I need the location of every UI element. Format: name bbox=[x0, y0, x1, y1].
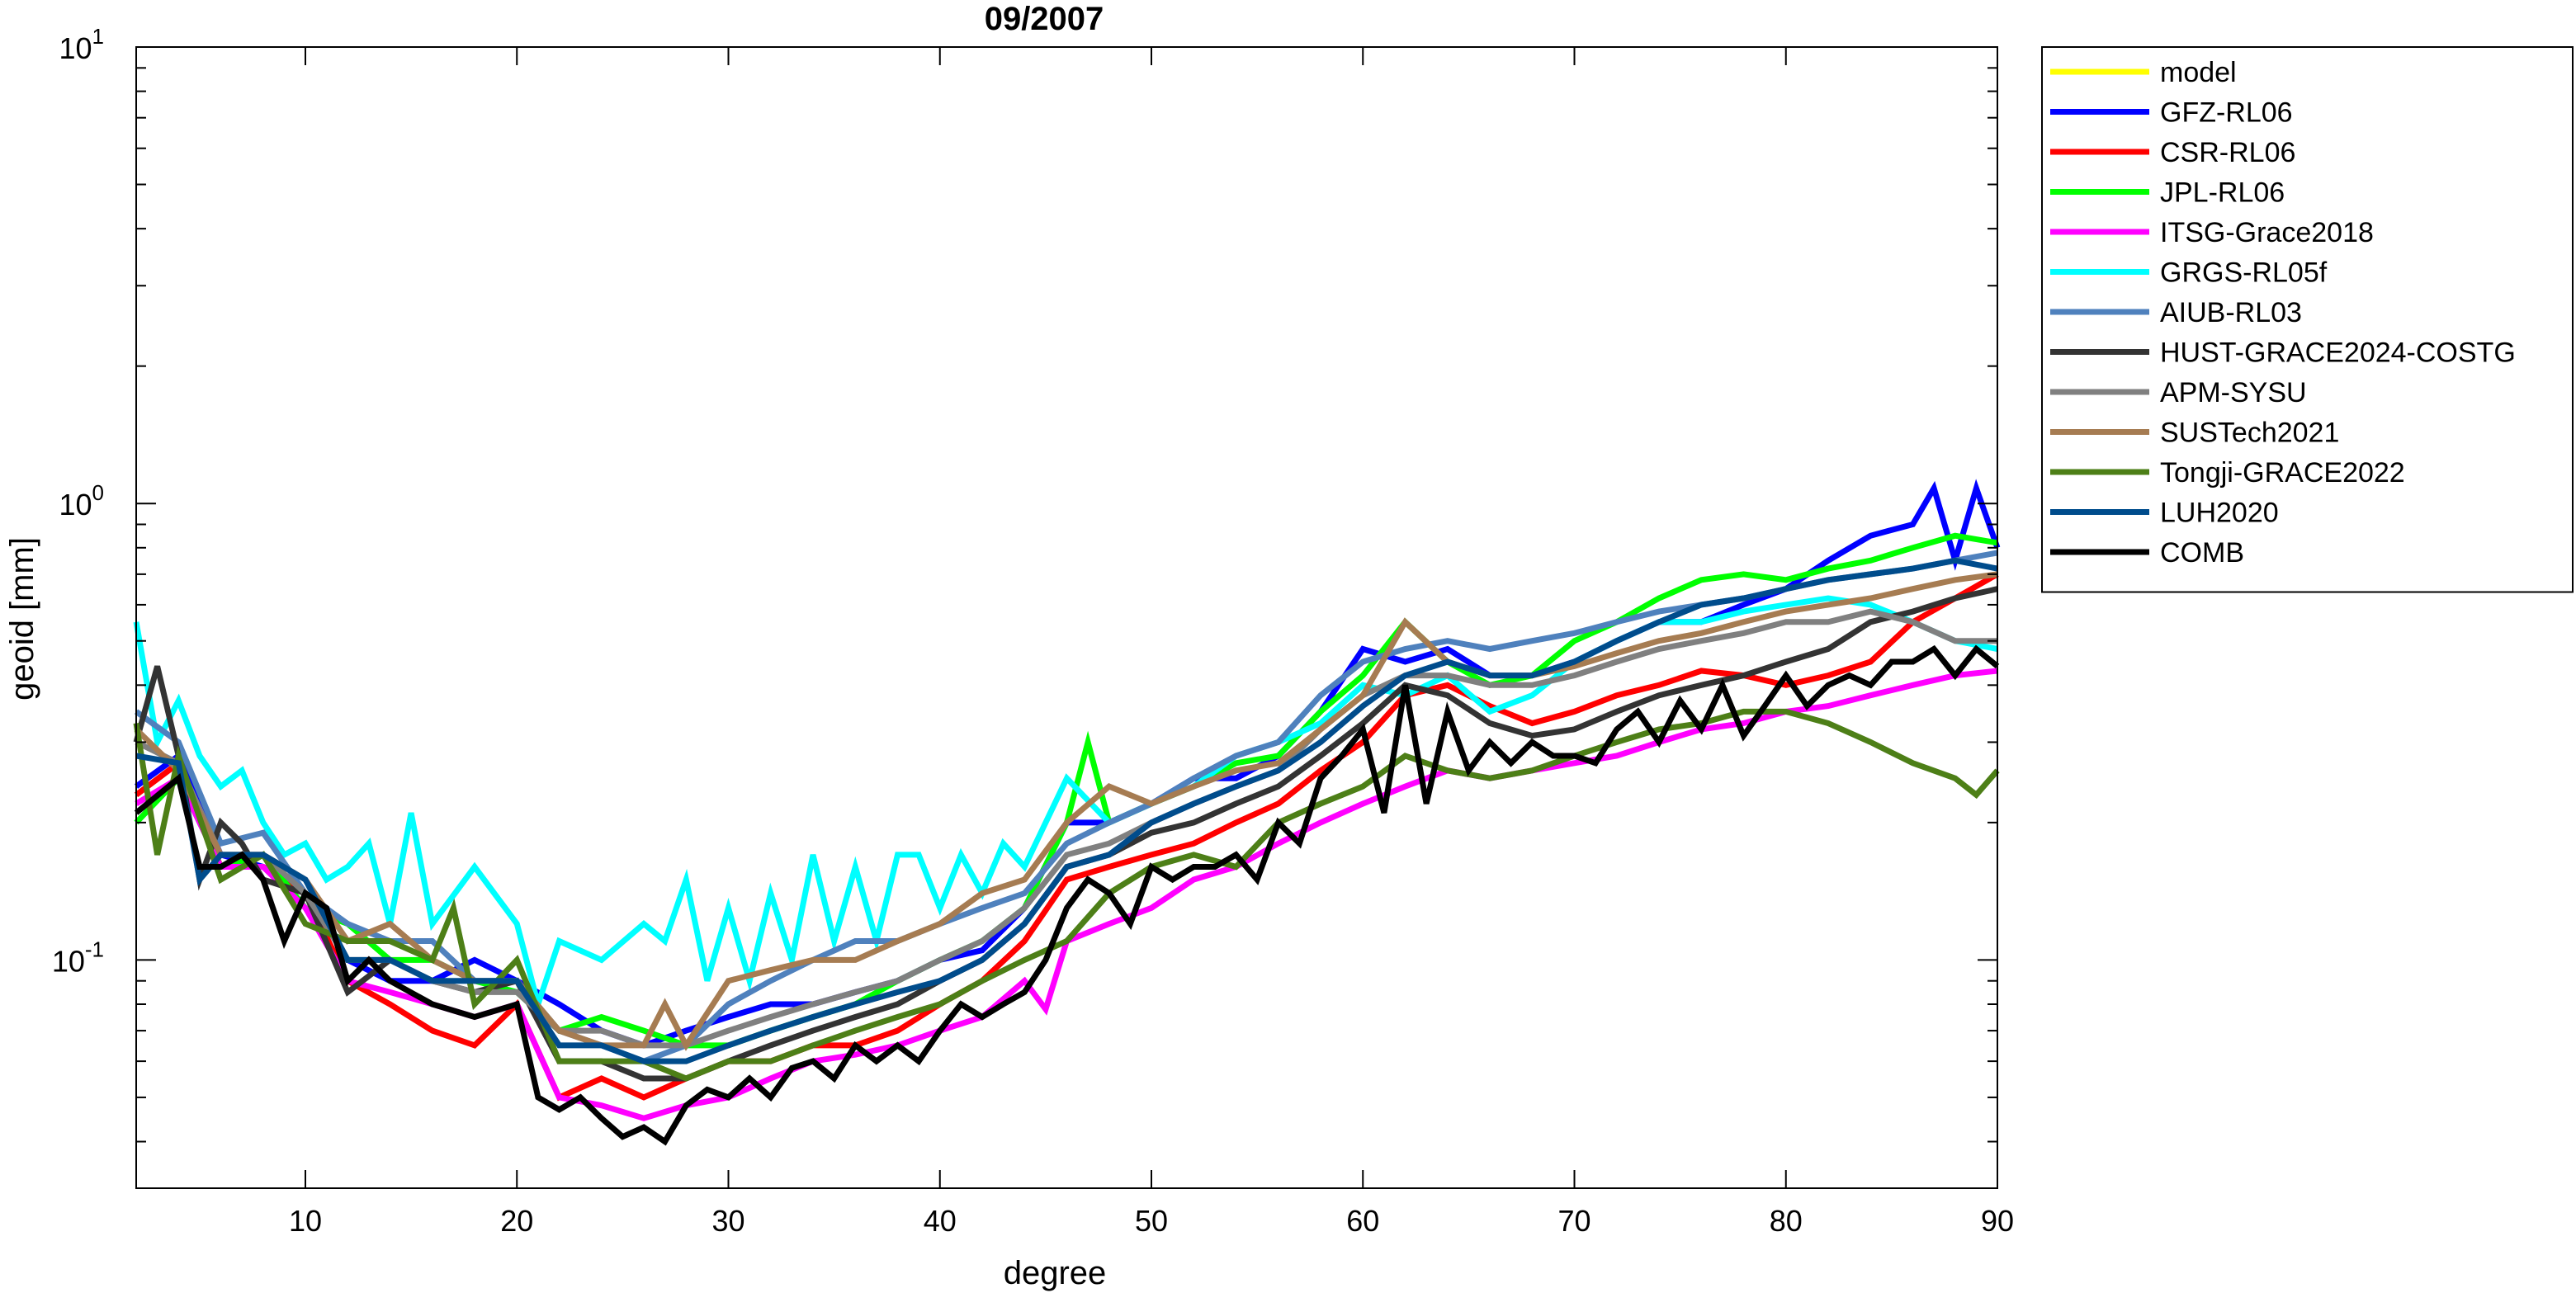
series-line-sustech2021 bbox=[134, 571, 1998, 1051]
series-line-aiub-rl03 bbox=[134, 550, 1998, 1064]
legend-label: COMB bbox=[2160, 537, 2244, 569]
legend-label: CSR-RL06 bbox=[2160, 137, 2295, 168]
x-axis-label: degree bbox=[1004, 1255, 1107, 1291]
x-tick-label: 60 bbox=[1346, 1204, 1379, 1238]
y-tick-label: 10-1 bbox=[52, 937, 104, 978]
x-tick-label: 10 bbox=[289, 1204, 322, 1238]
legend-label: JPL-RL06 bbox=[2160, 177, 2285, 209]
series-line-comb bbox=[134, 644, 2000, 1146]
series-line-luh2020 bbox=[135, 557, 1998, 1064]
x-tick-label: 70 bbox=[1557, 1204, 1591, 1238]
legend-label: GFZ-RL06 bbox=[2160, 97, 2293, 129]
legend-label: ITSG-Grace2018 bbox=[2160, 217, 2374, 248]
legend-label: GRGS-RL05f bbox=[2160, 257, 2328, 289]
axes-box bbox=[135, 46, 1998, 1189]
y-axis-label: geoid [mm] bbox=[4, 537, 40, 701]
legend-label: model bbox=[2160, 57, 2237, 88]
legend-label: SUSTech2021 bbox=[2160, 418, 2339, 449]
legend-label: APM-SYSU bbox=[2160, 377, 2307, 408]
x-tick-label: 50 bbox=[1135, 1204, 1168, 1238]
y-tick-label: 100 bbox=[59, 480, 104, 521]
x-tick-label: 20 bbox=[500, 1204, 533, 1238]
x-tick-label: 30 bbox=[711, 1204, 744, 1238]
plot-area: 10 20 30 40 50 60 70 80 90 10-1 100 101 bbox=[52, 24, 2014, 1238]
legend-box bbox=[2041, 46, 2574, 593]
legend-label: LUH2020 bbox=[2160, 498, 2279, 529]
legend-label: Tongji-GRACE2022 bbox=[2160, 457, 2405, 488]
y-tick-label: 101 bbox=[59, 24, 104, 65]
series-line-csr-rl06 bbox=[134, 571, 1999, 1102]
legend-label: AIUB-RL03 bbox=[2160, 297, 2302, 328]
series-line-apm-sysu bbox=[135, 608, 1997, 1049]
legend: model GFZ-RL06 CSR-RL06 JPL-RL06 ITSG-Grace2… bbox=[2041, 46, 2574, 593]
chart-title: 09/2007 bbox=[985, 1, 1104, 37]
x-tick-label: 80 bbox=[1770, 1204, 1803, 1238]
x-tick-label: 40 bbox=[924, 1204, 957, 1238]
legend-label: HUST-GRACE2024-COSTG bbox=[2160, 337, 2516, 369]
x-tick-label: 90 bbox=[1981, 1204, 2014, 1238]
